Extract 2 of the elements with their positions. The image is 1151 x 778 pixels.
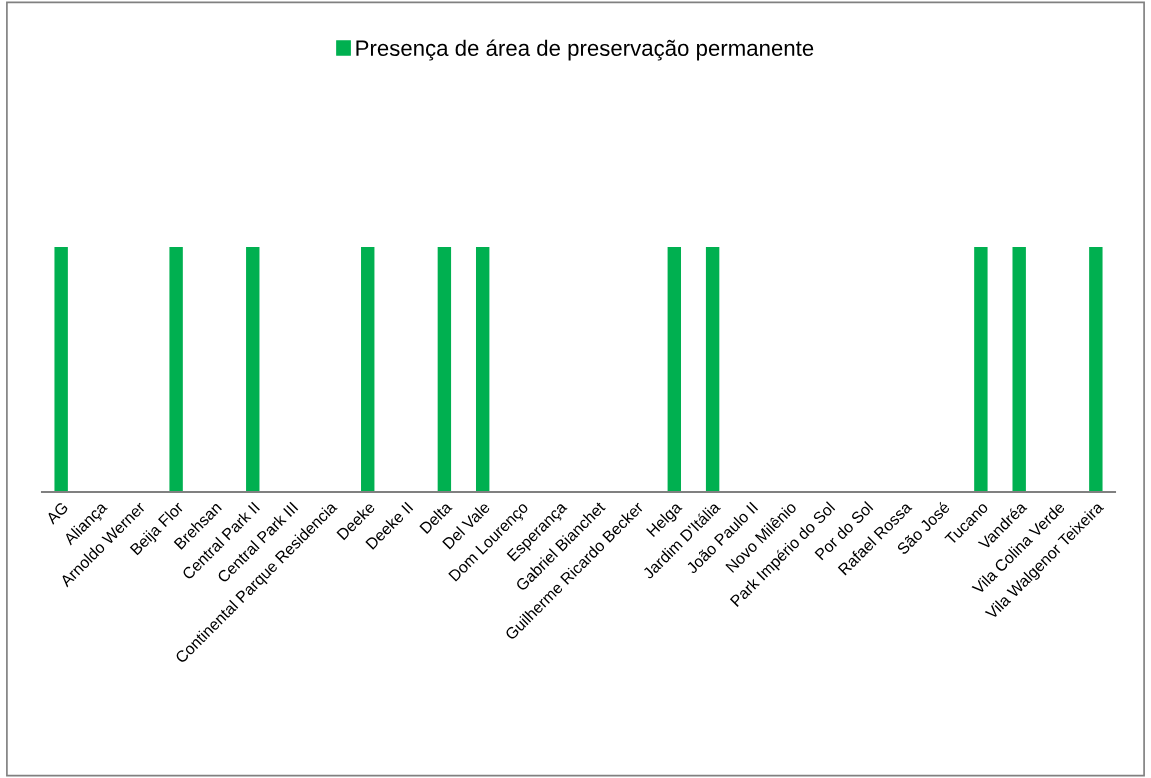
x-tick-label: AG: [45, 501, 69, 525]
legend-label: Presença de área de preservação permanente: [356, 39, 814, 61]
